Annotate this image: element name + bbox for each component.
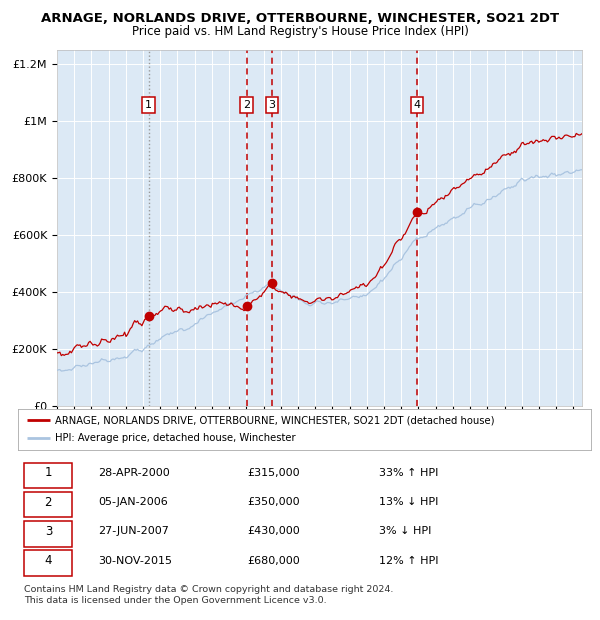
Text: £315,000: £315,000: [247, 468, 300, 478]
Text: £350,000: £350,000: [247, 497, 300, 507]
Text: 1: 1: [145, 100, 152, 110]
Text: 27-JUN-2007: 27-JUN-2007: [98, 526, 169, 536]
Text: 3% ↓ HPI: 3% ↓ HPI: [379, 526, 431, 536]
Text: 3: 3: [44, 525, 52, 538]
Text: Price paid vs. HM Land Registry's House Price Index (HPI): Price paid vs. HM Land Registry's House …: [131, 25, 469, 38]
Text: This data is licensed under the Open Government Licence v3.0.: This data is licensed under the Open Gov…: [24, 596, 326, 606]
FancyBboxPatch shape: [24, 463, 73, 488]
Text: ARNAGE, NORLANDS DRIVE, OTTERBOURNE, WINCHESTER, SO21 2DT (detached house): ARNAGE, NORLANDS DRIVE, OTTERBOURNE, WIN…: [55, 415, 495, 425]
Text: 1: 1: [44, 466, 52, 479]
Text: 4: 4: [44, 554, 52, 567]
Text: 28-APR-2000: 28-APR-2000: [98, 468, 170, 478]
Text: 2: 2: [44, 495, 52, 508]
Text: £430,000: £430,000: [247, 526, 300, 536]
FancyBboxPatch shape: [24, 492, 73, 518]
Text: 2: 2: [243, 100, 250, 110]
Text: Contains HM Land Registry data © Crown copyright and database right 2024.: Contains HM Land Registry data © Crown c…: [24, 585, 394, 594]
FancyBboxPatch shape: [24, 551, 73, 576]
Text: 30-NOV-2015: 30-NOV-2015: [98, 556, 172, 565]
Text: 33% ↑ HPI: 33% ↑ HPI: [379, 468, 439, 478]
Text: £680,000: £680,000: [247, 556, 300, 565]
Text: 12% ↑ HPI: 12% ↑ HPI: [379, 556, 439, 565]
Text: 4: 4: [413, 100, 421, 110]
Text: ARNAGE, NORLANDS DRIVE, OTTERBOURNE, WINCHESTER, SO21 2DT: ARNAGE, NORLANDS DRIVE, OTTERBOURNE, WIN…: [41, 12, 559, 25]
Text: 3: 3: [268, 100, 275, 110]
Text: 05-JAN-2006: 05-JAN-2006: [98, 497, 168, 507]
Text: HPI: Average price, detached house, Winchester: HPI: Average price, detached house, Winc…: [55, 433, 296, 443]
FancyBboxPatch shape: [24, 521, 73, 547]
Text: 13% ↓ HPI: 13% ↓ HPI: [379, 497, 439, 507]
